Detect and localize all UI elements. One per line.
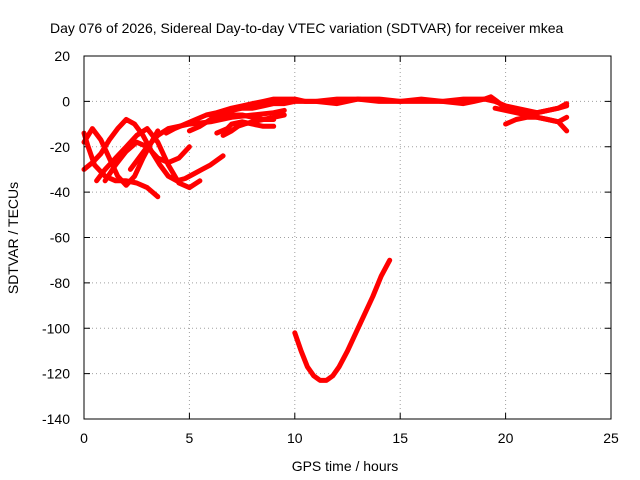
series-arc-14 [292, 257, 393, 383]
x-tick-labels: 0 5 10 15 20 25 [80, 430, 619, 446]
x-tick-label: 0 [80, 430, 88, 446]
x-tick-label: 15 [392, 430, 408, 446]
x-axis-label: GPS time / hours [292, 458, 399, 474]
y-tick-label: -100 [42, 320, 70, 336]
series-arc-4 [94, 126, 203, 191]
y-tick-label: -20 [50, 139, 70, 155]
y-tick-label: -140 [42, 411, 70, 427]
y-tick-label: -120 [42, 366, 70, 382]
x-tick-label: 5 [186, 430, 194, 446]
y-tick-labels: -140 -120 -100 -80 -60 -40 -20 0 20 [42, 48, 70, 427]
x-tick-label: 10 [287, 430, 303, 446]
plot-frame [83, 55, 612, 420]
series-layer [81, 94, 570, 383]
y-tick-label: -60 [50, 230, 70, 246]
x-tick-label: 25 [603, 430, 619, 446]
series-arc-3 [81, 130, 161, 200]
y-tick-label: -40 [50, 184, 70, 200]
y-tick-label: -80 [50, 275, 70, 291]
grid [84, 56, 611, 419]
series-arc-11 [220, 112, 287, 138]
y-axis-label: SDTVAR / TECUs [5, 182, 21, 294]
series-arc-13 [503, 114, 570, 127]
x-tick-label: 20 [498, 430, 514, 446]
y-tick-label: 20 [54, 48, 70, 64]
series-arc-10 [214, 119, 277, 136]
y-tick-label: 0 [62, 93, 70, 109]
chart-title: Day 076 of 2026, Sidereal Day-to-day VTE… [50, 20, 563, 36]
